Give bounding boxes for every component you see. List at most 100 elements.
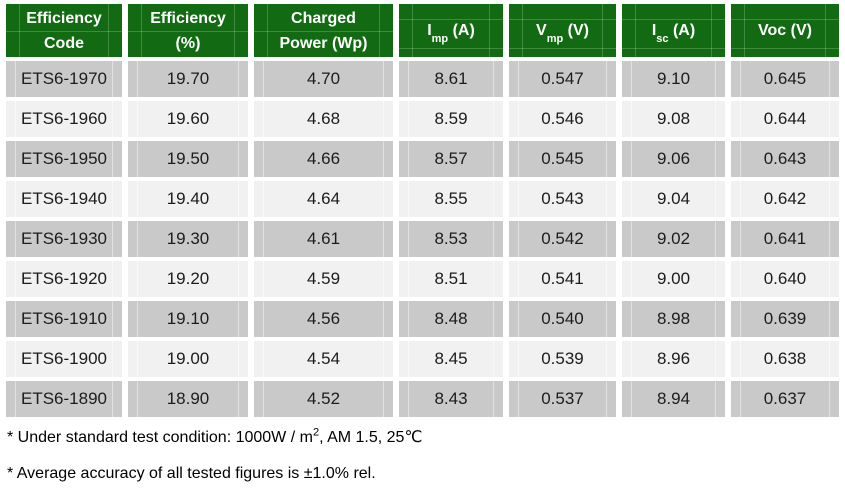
table-row: ETS6-1930 19.30 4.61 8.53 0.542 9.02 0.6… — [6, 221, 839, 257]
header-line: Charged — [291, 9, 356, 27]
cell-code: ETS6-1950 — [6, 141, 122, 177]
cell-voc: 0.640 — [731, 261, 839, 297]
cell-code: ETS6-1890 — [6, 381, 122, 417]
header-symbol: I — [427, 21, 432, 39]
cell-efficiency: 19.70 — [128, 61, 248, 97]
cell-isc: 9.10 — [622, 61, 725, 97]
cell-power: 4.70 — [254, 61, 393, 97]
header-subscript: mp — [546, 32, 564, 45]
cell-imp: 8.45 — [399, 341, 503, 377]
cell-vmp: 0.542 — [509, 221, 616, 257]
cell-power: 4.66 — [254, 141, 393, 177]
cell-vmp: 0.547 — [509, 61, 616, 97]
header-symbol: V — [536, 21, 547, 39]
cell-isc: 9.02 — [622, 221, 725, 257]
cell-efficiency: 18.90 — [128, 381, 248, 417]
cell-vmp: 0.541 — [509, 261, 616, 297]
column-header-efficiency-pct: Efficiency (%) — [128, 4, 248, 57]
cell-isc: 8.94 — [622, 381, 725, 417]
cell-code: ETS6-1910 — [6, 301, 122, 337]
cell-power: 4.54 — [254, 341, 393, 377]
cell-isc: 9.04 — [622, 181, 725, 217]
cell-power: 4.64 — [254, 181, 393, 217]
cell-power: 4.59 — [254, 261, 393, 297]
cell-voc: 0.642 — [731, 181, 839, 217]
header-symbol: I — [651, 21, 657, 39]
header-unit: (V) — [786, 21, 812, 39]
cell-isc: 8.98 — [622, 301, 725, 337]
header-line: (%) — [175, 34, 201, 52]
table-row: ETS6-1940 19.40 4.64 8.55 0.543 9.04 0.6… — [6, 181, 839, 217]
footnote-text: , AM 1.5, 25℃ — [319, 429, 423, 446]
cell-code: ETS6-1960 — [6, 101, 122, 137]
cell-voc: 0.644 — [731, 101, 839, 137]
cell-vmp: 0.539 — [509, 341, 616, 377]
header-subscript: mp — [431, 32, 449, 45]
cell-imp: 8.53 — [399, 221, 503, 257]
cell-efficiency: 19.60 — [128, 101, 248, 137]
cell-vmp: 0.543 — [509, 181, 616, 217]
header-line: Efficiency — [26, 9, 102, 27]
footnote-text: * Under standard test condition: 1000W /… — [7, 429, 313, 446]
cell-voc: 0.643 — [731, 141, 839, 177]
cell-imp: 8.61 — [399, 61, 503, 97]
header-unit: (A) — [448, 21, 475, 39]
table-row: ETS6-1910 19.10 4.56 8.48 0.540 8.98 0.6… — [6, 301, 839, 337]
cell-code: ETS6-1940 — [6, 181, 122, 217]
table-row: ETS6-1900 19.00 4.54 8.45 0.539 8.96 0.6… — [6, 341, 839, 377]
cell-power: 4.68 — [254, 101, 393, 137]
header-subscript: sc — [656, 32, 669, 45]
cell-imp: 8.51 — [399, 261, 503, 297]
table-row: ETS6-1970 19.70 4.70 8.61 0.547 9.10 0.6… — [6, 61, 839, 97]
header-line: Power (Wp) — [279, 34, 368, 52]
cell-isc: 8.96 — [622, 341, 725, 377]
table-row: ETS6-1950 19.50 4.66 8.57 0.545 9.06 0.6… — [6, 141, 839, 177]
header-unit: (A) — [668, 21, 696, 39]
table-row: ETS6-1960 19.60 4.68 8.59 0.546 9.08 0.6… — [6, 101, 839, 137]
cell-efficiency: 19.40 — [128, 181, 248, 217]
cell-voc: 0.639 — [731, 301, 839, 337]
cell-code: ETS6-1970 — [6, 61, 122, 97]
cell-efficiency: 19.30 — [128, 221, 248, 257]
table-row: ETS6-1920 19.20 4.59 8.51 0.541 9.00 0.6… — [6, 261, 839, 297]
cell-efficiency: 19.00 — [128, 341, 248, 377]
cell-isc: 9.06 — [622, 141, 725, 177]
cell-power: 4.61 — [254, 221, 393, 257]
header-symbol: Voc — [758, 21, 787, 39]
table-header-row: Efficiency Code Efficiency (%) Charged P… — [6, 4, 839, 57]
cell-efficiency: 19.50 — [128, 141, 248, 177]
footnote-superscript: 2 — [312, 426, 320, 439]
cell-imp: 8.57 — [399, 141, 503, 177]
column-header-isc: Isc (A) — [622, 4, 725, 57]
cell-imp: 8.48 — [399, 301, 503, 337]
cell-isc: 9.00 — [622, 261, 725, 297]
cell-vmp: 0.540 — [509, 301, 616, 337]
column-header-vmp: Vmp (V) — [509, 4, 616, 57]
cell-imp: 8.59 — [399, 101, 503, 137]
cell-power: 4.52 — [254, 381, 393, 417]
header-unit: (V) — [563, 21, 589, 39]
cell-code: ETS6-1900 — [6, 341, 122, 377]
footnotes: * Under standard test condition: 1000W /… — [0, 421, 845, 484]
cell-voc: 0.638 — [731, 341, 839, 377]
header-line: Code — [44, 34, 84, 52]
efficiency-spec-table: Efficiency Code Efficiency (%) Charged P… — [6, 4, 839, 417]
cell-imp: 8.43 — [399, 381, 503, 417]
cell-voc: 0.641 — [731, 221, 839, 257]
header-line: Efficiency — [150, 9, 226, 27]
cell-code: ETS6-1930 — [6, 221, 122, 257]
footnote-accuracy: * Average accuracy of all tested figures… — [7, 465, 376, 482]
cell-code: ETS6-1920 — [6, 261, 122, 297]
cell-isc: 9.08 — [622, 101, 725, 137]
footnote-test-condition: * Under standard test condition: 1000W /… — [7, 426, 845, 448]
column-header-efficiency-code: Efficiency Code — [6, 4, 122, 57]
cell-efficiency: 19.10 — [128, 301, 248, 337]
cell-vmp: 0.537 — [509, 381, 616, 417]
cell-efficiency: 19.20 — [128, 261, 248, 297]
cell-vmp: 0.546 — [509, 101, 616, 137]
cell-voc: 0.645 — [731, 61, 839, 97]
column-header-charged-power: Charged Power (Wp) — [254, 4, 393, 57]
cell-voc: 0.637 — [731, 381, 839, 417]
table-row: ETS6-1890 18.90 4.52 8.43 0.537 8.94 0.6… — [6, 381, 839, 417]
column-header-voc: Voc (V) — [731, 4, 839, 57]
